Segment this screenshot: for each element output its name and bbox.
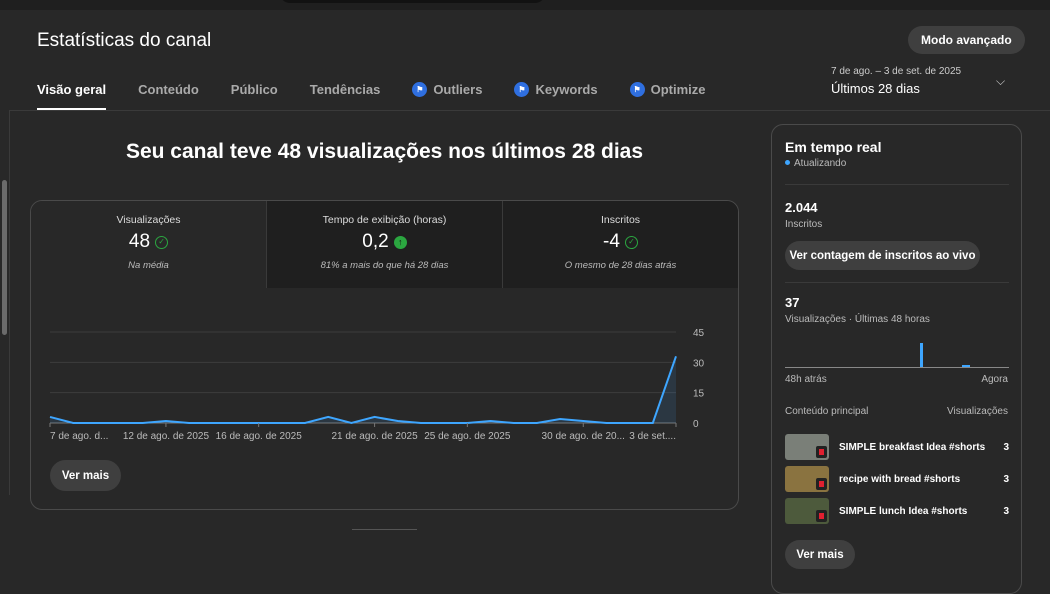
- subscriber-label: Inscritos: [785, 219, 823, 230]
- metric-subscribers[interactable]: Inscritos -4 ✓ O mesmo de 28 dias atrás: [502, 201, 738, 288]
- video-title: SIMPLE lunch Idea #shorts: [839, 505, 968, 517]
- check-circle-icon: ✓: [624, 235, 638, 249]
- headline: Seu canal teve 48 visualizações nos últi…: [125, 140, 644, 163]
- metric-label: Tempo de exibição (horas): [322, 214, 447, 226]
- arrow-up-icon: ↑: [393, 235, 407, 249]
- tab-trends[interactable]: Tendências: [310, 82, 381, 110]
- video-views: 3: [1003, 473, 1009, 485]
- shorts-icon: [816, 446, 827, 458]
- x-tick-label: 21 de ago. de 2025: [331, 431, 418, 442]
- x-tick-label: 25 de ago. de 2025: [424, 431, 511, 442]
- realtime-panel: Em tempo real Atualizando 2.044 Inscrito…: [771, 124, 1022, 594]
- date-range: 7 de ago. – 3 de set. de 2025: [831, 66, 962, 77]
- series-line: [49, 355, 677, 425]
- tab-label: Optimize: [650, 82, 706, 97]
- metric-label: Visualizações: [116, 214, 181, 226]
- y-tick-label: 30: [693, 358, 705, 369]
- tab-label: Keywords: [535, 82, 598, 97]
- tab-overview[interactable]: Visão geral: [37, 82, 107, 110]
- x-tick-label: 12 de ago. de 2025: [123, 431, 210, 442]
- axis-end: Agora: [981, 374, 1008, 385]
- video-thumbnail: [785, 498, 829, 524]
- video-thumbnail: [785, 434, 829, 460]
- metric-views[interactable]: Visualizações 48 ✓ Na média: [31, 201, 266, 288]
- video-views: 3: [1003, 505, 1009, 517]
- y-tick-label: 45: [693, 328, 705, 339]
- realtime-bar: [920, 343, 923, 367]
- realtime-see-more-button[interactable]: Ver mais: [785, 540, 855, 569]
- video-title: recipe with bread #shorts: [839, 473, 961, 485]
- views-label: Visualizações · Últimas 48 horas: [785, 314, 930, 325]
- tab-content[interactable]: Conteúdo: [138, 82, 199, 110]
- views-count: 37: [785, 295, 800, 310]
- video-thumbnail: [785, 466, 829, 492]
- metric-watch-time[interactable]: Tempo de exibição (horas) 0,2 ↑ 81% a mai…: [266, 201, 502, 288]
- y-tick-label: 0: [693, 419, 699, 430]
- metric-label: Inscritos: [600, 214, 641, 226]
- metric-value: 0,2: [362, 231, 389, 252]
- shorts-icon: [816, 510, 827, 522]
- list-item[interactable]: SIMPLE breakfast Idea #shorts 3: [785, 433, 1009, 461]
- divider: [785, 282, 1009, 283]
- status: Atualizando: [785, 158, 846, 169]
- extension-icon: ⚑: [514, 82, 530, 97]
- tab-label: Outliers: [433, 82, 483, 97]
- tab-audience[interactable]: Público: [231, 82, 278, 110]
- metric-value: 48: [128, 231, 151, 252]
- realtime-axis: [785, 367, 1009, 368]
- series-area: [50, 356, 676, 423]
- video-views: 3: [1003, 441, 1009, 453]
- divider: [785, 184, 1009, 185]
- list-item[interactable]: SIMPLE lunch Idea #shorts 3: [785, 497, 1009, 525]
- tab-bar: Visão geral Conteúdo Público Tendências …: [37, 82, 705, 110]
- subscriber-count: 2.044: [785, 200, 818, 215]
- shorts-icon: [816, 478, 827, 490]
- live-count-button[interactable]: Ver contagem de inscritos ao vivo: [785, 241, 980, 270]
- views-header: Visualizações: [947, 406, 1008, 417]
- overview-card: Visualizações 48 ✓ Na média Tempo de exib…: [30, 200, 739, 510]
- live-dot-icon: [785, 160, 790, 165]
- content-header: Conteúdo principal: [785, 406, 869, 417]
- metric-note: Na média: [128, 260, 169, 271]
- x-tick-label: 7 de ago. d...: [50, 431, 108, 442]
- x-tick-label: 30 de ago. de 20...: [542, 431, 625, 442]
- tab-label: Tendências: [309, 82, 381, 97]
- search-bar[interactable]: [280, 0, 545, 3]
- y-tick-label: 15: [693, 389, 705, 400]
- extension-icon: ⚑: [629, 82, 645, 97]
- realtime-bar: [962, 365, 970, 367]
- extension-icon: ⚑: [412, 82, 428, 97]
- tab-outliers[interactable]: ⚑ Outliers: [412, 82, 482, 110]
- divider: [10, 110, 1050, 111]
- video-title: SIMPLE breakfast Idea #shorts: [839, 441, 986, 453]
- top-bar: [0, 0, 1050, 10]
- axis-start: 48h atrás: [785, 374, 827, 385]
- advanced-mode-button[interactable]: Modo avançado: [908, 26, 1025, 54]
- tab-label: Visão geral: [37, 82, 107, 97]
- date-range-label: Últimos 28 dias: [831, 81, 920, 96]
- status-text: Atualizando: [794, 158, 847, 169]
- x-tick-label: 3 de set....: [629, 431, 676, 442]
- tab-optimize[interactable]: ⚑ Optimize: [629, 82, 706, 110]
- tab-label: Público: [230, 82, 278, 97]
- metric-note: 81% a mais do que há 28 dias: [320, 260, 449, 271]
- sidebar-edge: [0, 110, 10, 495]
- metric-note: O mesmo de 28 dias atrás: [564, 260, 677, 271]
- date-range-selector[interactable]: 7 de ago. – 3 de set. de 2025 Últimos 28…: [831, 66, 961, 96]
- scrollbar[interactable]: [2, 180, 7, 335]
- chevron-down-icon[interactable]: ⌵: [996, 74, 1006, 88]
- realtime-title: Em tempo real: [785, 139, 882, 155]
- see-more-button[interactable]: Ver mais: [50, 460, 121, 491]
- metric-value: -4: [603, 231, 620, 252]
- tab-keywords[interactable]: ⚑ Keywords: [514, 82, 598, 110]
- list-item[interactable]: recipe with bread #shorts 3: [785, 465, 1009, 493]
- tab-label: Conteúdo: [138, 82, 199, 97]
- page-title: Estatísticas do canal: [37, 30, 212, 51]
- x-tick-label: 16 de ago. de 2025: [216, 431, 303, 442]
- check-circle-icon: ✓: [155, 235, 169, 249]
- views-chart[interactable]: 0 15 30 45 7 de ago. d... 12 de ago. de 2025 1…: [31, 301, 739, 451]
- divider: [352, 529, 417, 530]
